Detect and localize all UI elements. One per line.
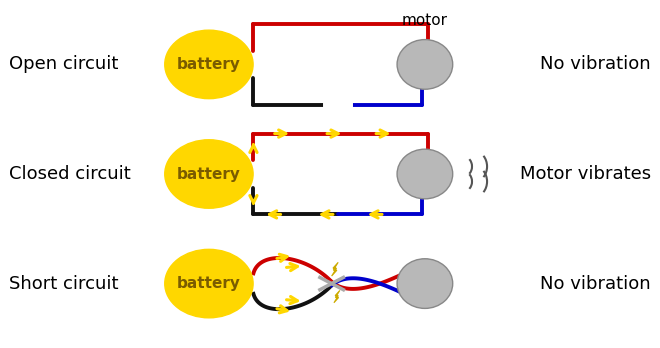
Ellipse shape: [165, 30, 253, 99]
Text: battery: battery: [177, 57, 241, 72]
Text: Short circuit: Short circuit: [9, 275, 119, 293]
Text: motor: motor: [402, 14, 448, 29]
Text: Open circuit: Open circuit: [9, 55, 119, 73]
Polygon shape: [334, 291, 340, 303]
Text: No vibration: No vibration: [540, 55, 651, 73]
Text: battery: battery: [177, 276, 241, 291]
Ellipse shape: [397, 259, 453, 308]
Ellipse shape: [165, 249, 253, 318]
Ellipse shape: [397, 149, 453, 199]
Text: Motor vibrates: Motor vibrates: [519, 165, 651, 183]
Ellipse shape: [165, 140, 253, 208]
Text: No vibration: No vibration: [540, 275, 651, 293]
Ellipse shape: [397, 40, 453, 89]
Text: Closed circuit: Closed circuit: [9, 165, 131, 183]
Text: battery: battery: [177, 166, 241, 182]
Polygon shape: [331, 262, 338, 276]
